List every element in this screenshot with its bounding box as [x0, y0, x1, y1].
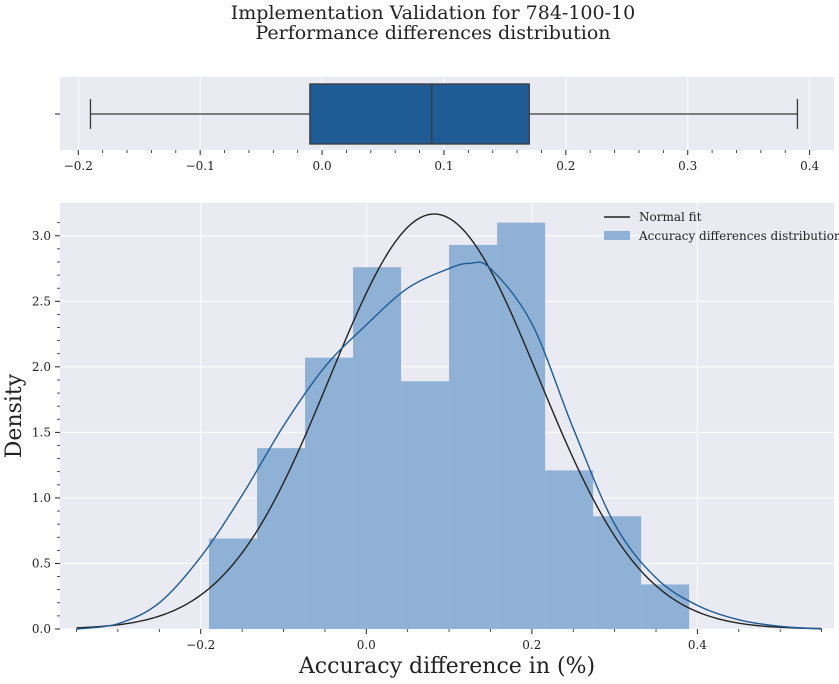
- y-axis-label: Density: [2, 373, 27, 458]
- boxplot-tick-label: 0.3: [678, 159, 697, 173]
- kde-line: [76, 261, 822, 630]
- x-axis: −0.2 0.0 0.2 0.4: [76, 629, 822, 652]
- boxplot-tick-label: 0.4: [800, 159, 819, 173]
- y-tick-label: 2.0: [32, 360, 51, 374]
- histogram-bar: [305, 357, 354, 629]
- boxplot-tick-label: −0.2: [64, 159, 93, 173]
- boxplot-box: [309, 83, 530, 145]
- histogram-bar: [209, 538, 258, 629]
- histogram-bars: [209, 222, 690, 629]
- boxplot-tick-label: 0.2: [556, 159, 575, 173]
- boxplot-tick-label: 0.1: [434, 159, 453, 173]
- histogram-bar: [593, 516, 642, 629]
- histogram-bar: [545, 470, 594, 629]
- x-tick-label: 0.0: [357, 638, 376, 652]
- boxplot-x-axis: −0.2 −0.1 0.0 0.1 0.2 0.3 0.4: [55, 113, 820, 173]
- boxplot-tick-label: −0.1: [186, 159, 215, 173]
- y-tick-label: 0.5: [32, 556, 51, 570]
- boxplot-tick-label: 0.0: [313, 159, 332, 173]
- y-axis: 0.0 0.5 1.0 1.5 2.0 2.5 3.0: [32, 222, 60, 636]
- y-tick-label: 2.5: [32, 294, 51, 308]
- histogram-lines: [76, 213, 822, 630]
- histogram-bar: [353, 267, 402, 629]
- histogram-bar: [641, 584, 690, 629]
- y-tick-label: 1.5: [32, 425, 51, 439]
- boxplot: [89, 83, 799, 145]
- y-tick-label: 0.0: [32, 622, 51, 636]
- y-tick-label: 3.0: [32, 229, 51, 243]
- legend-normal-fit-label: Normal fit: [639, 210, 702, 224]
- histogram-bar: [257, 448, 306, 629]
- x-tick-label: 0.2: [522, 638, 541, 652]
- histogram-bar: [401, 381, 450, 629]
- chart-title: Implementation Validation for 784-100-10: [230, 2, 636, 24]
- x-axis-label: Accuracy difference in (%): [298, 654, 595, 679]
- legend-distribution-swatch: [604, 231, 630, 240]
- chart-subtitle: Performance differences distribution: [255, 22, 611, 44]
- x-tick-label: 0.4: [688, 638, 707, 652]
- y-tick-label: 1.0: [32, 491, 51, 505]
- x-tick-label: −0.2: [186, 638, 215, 652]
- legend: Normal fit Accuracy differences distribu…: [604, 210, 839, 243]
- normal-fit-line: [76, 213, 822, 630]
- legend-distribution-label: Accuracy differences distribution: [638, 229, 839, 243]
- histogram-bar: [449, 244, 498, 629]
- histogram-bar: [497, 222, 546, 629]
